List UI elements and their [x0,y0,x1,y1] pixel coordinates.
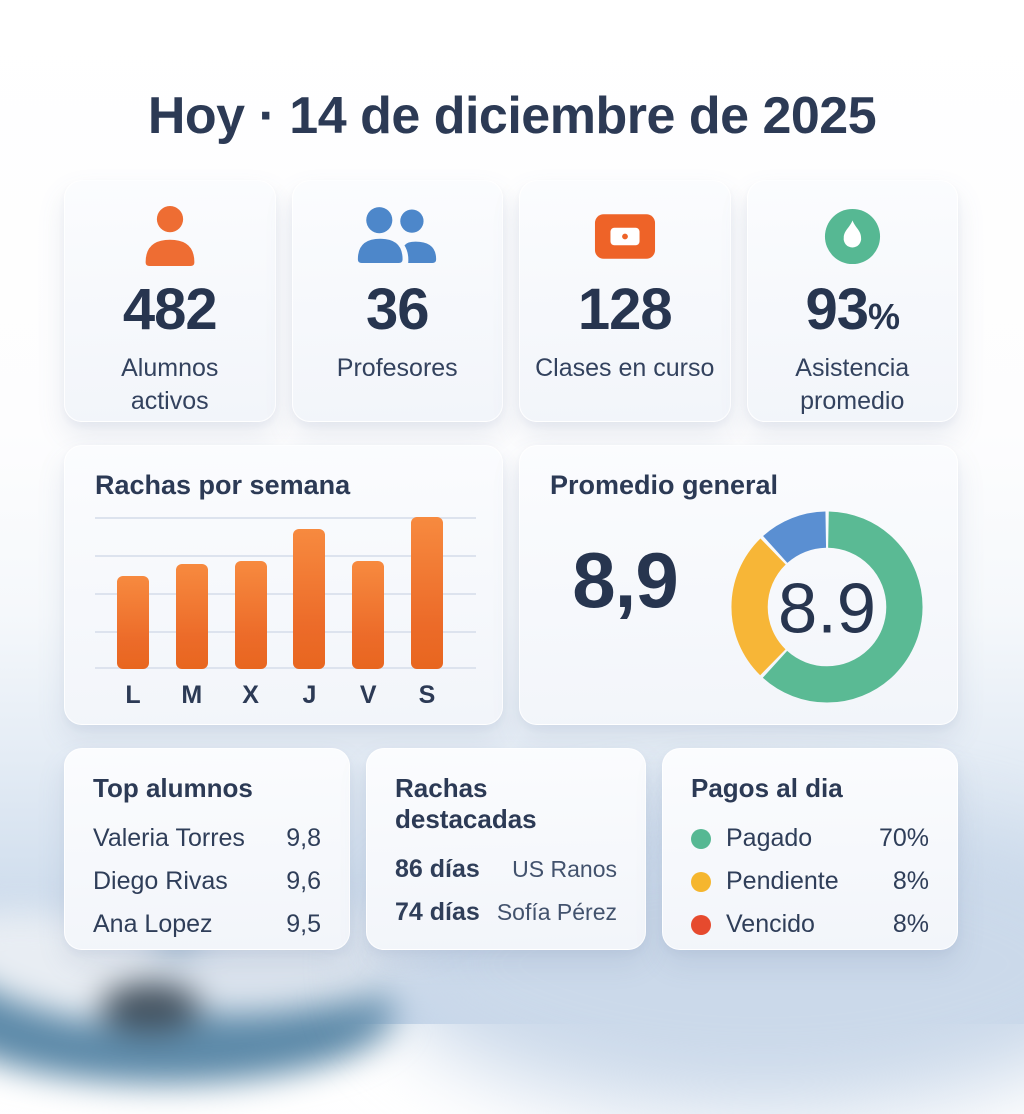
payment-row: Pagado 70% [663,817,957,860]
payment-label: Pendiente [726,867,839,895]
top-streaks-list: 86 días US Ranos 74 días Sofía Pérez [367,848,645,934]
stat-number: 93 [805,277,869,342]
streak-row: 86 días US Ranos [367,848,645,891]
x-tick-label: M [181,681,203,709]
student-name: Diego Rivas [93,867,228,895]
bar-V [352,561,385,669]
donut-segment-green [731,511,923,703]
top-students-card: Top alumnos Valeria Torres 9,8 Diego Riv… [64,748,350,950]
payments-list: Pagado 70% Pendiente 8% Vencido 8% [663,817,957,946]
payment-percent: 8% [892,910,929,938]
student-row: Diego Rivas 9,6 [65,860,349,903]
streak-holder: US Ranos [512,856,617,882]
student-score: 9,6 [286,867,321,895]
paid-status-dot [691,828,711,849]
student-name: Valeria Torres [93,824,245,852]
streak-holder: Sofía Pérez [496,899,617,925]
stat-label: Profesores [336,354,458,382]
bar-S [410,517,443,669]
dashboard: Hoy · 14 de diciembre de 2025 482 Alumno… [64,87,958,950]
attendance-drop-icon [824,203,881,269]
stat-label: Clases en curso [535,354,715,382]
lists-row: Top alumnos Valeria Torres 9,8 Diego Riv… [64,748,958,950]
user-icon [140,203,200,269]
x-tick-label: J [302,681,317,709]
x-tick-label: L [125,681,141,709]
stat-number: 36 [365,277,430,342]
stat-value: 93% [805,281,900,339]
stat-label: Alumnos activos [121,354,219,415]
streak-row: 74 días Sofía Pérez [367,891,645,934]
donut-center-value: 8.9 [778,568,876,647]
stat-value: 36 [366,281,430,339]
average-donut-chart: 8.9 [731,511,923,703]
x-tick-label: X [242,681,259,709]
pending-status-dot [691,871,711,892]
stat-suffix: % [868,296,900,337]
payment-percent: 8% [892,867,929,895]
payment-label: Vencido [726,910,815,938]
card-title: Rachas destacadas [395,773,537,834]
average-value: 8,9 [572,536,678,624]
payments-card: Pagos al dia Pagado 70% Pendiente 8% Ven… [662,748,958,950]
stat-card-profesores: 36 Profesores [291,180,503,422]
page-title: Hoy · 14 de diciembre de 2025 [147,87,877,145]
streak-days: 86 días [395,855,480,883]
student-score: 9,8 [286,824,321,852]
general-average-card: Promedio general 8,9 8.9 [519,445,958,725]
student-row: Ana Lopez 9,5 [65,903,349,946]
class-card-icon [594,203,656,269]
payment-label: Pagado [726,824,813,852]
stat-number: 128 [577,277,673,342]
overdue-status-dot [691,914,711,935]
streak-days: 74 días [395,898,480,926]
bar-J [293,529,326,669]
payment-row: Pendiente 8% [663,860,957,903]
stat-card-asistencia-promedio: 93% Asistencia promedio [746,180,958,422]
stat-card-alumnos-activos: 482 Alumnos activos [64,180,276,422]
bar-L [117,576,149,669]
weekly-streaks-card: Rachas por semana L M X J V S [64,445,503,725]
stat-number: 482 [122,277,218,342]
payment-row: Vencido 8% [663,903,957,946]
top-students-list: Valeria Torres 9,8 Diego Rivas 9,6 Ana L… [65,817,349,946]
users-icon [356,203,438,269]
card-title: Promedio general [550,470,779,500]
stat-value: 482 [123,281,218,339]
charts-row: Rachas por semana L M X J V S Promedio genera… [64,445,958,725]
student-name: Ana Lopez [93,910,213,938]
stat-label: Asistencia promedio [795,354,910,415]
donut-segment-yellow [731,511,923,703]
stat-value: 128 [578,281,673,339]
student-row: Valeria Torres 9,8 [65,817,349,860]
stats-row: 482 Alumnos activos 36 Profesores [64,180,958,422]
student-score: 9,5 [286,910,321,938]
top-streaks-card: Rachas destacadas 86 días US Ranos 74 dí… [366,748,646,950]
x-tick-label: S [418,681,436,709]
card-title: Top alumnos [93,773,253,803]
payment-percent: 70% [878,824,929,852]
bar-M [175,564,208,669]
card-title: Pagos al dia [691,773,843,803]
bar-X [234,561,267,669]
x-tick-label: V [359,681,377,709]
stat-card-clases-en-curso: 128 Clases en curso [519,180,731,422]
bars-group [117,517,443,669]
card-title: Rachas por semana [95,470,351,500]
